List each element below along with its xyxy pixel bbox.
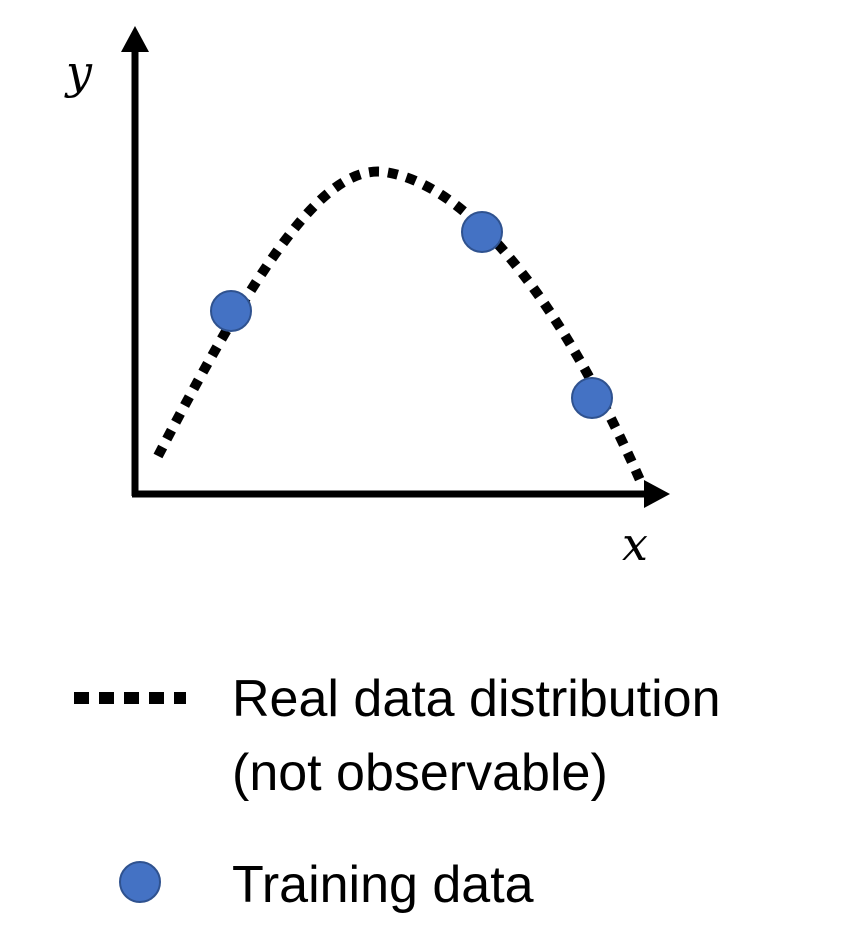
training-point [461,211,503,253]
training-point [571,377,613,419]
x-axis-arrowhead [644,480,670,508]
training-point [210,290,252,332]
legend-distribution-sublabel: (not observable) [232,744,608,802]
legend-point-symbol [119,861,161,903]
distribution-curve [153,166,645,483]
legend-training-label: Training data [232,856,534,914]
x-axis-label: x [622,517,648,571]
y-axis-label: y [64,45,93,99]
legend-distribution-label: Real data distribution [232,670,721,728]
y-axis-arrowhead [121,26,149,52]
